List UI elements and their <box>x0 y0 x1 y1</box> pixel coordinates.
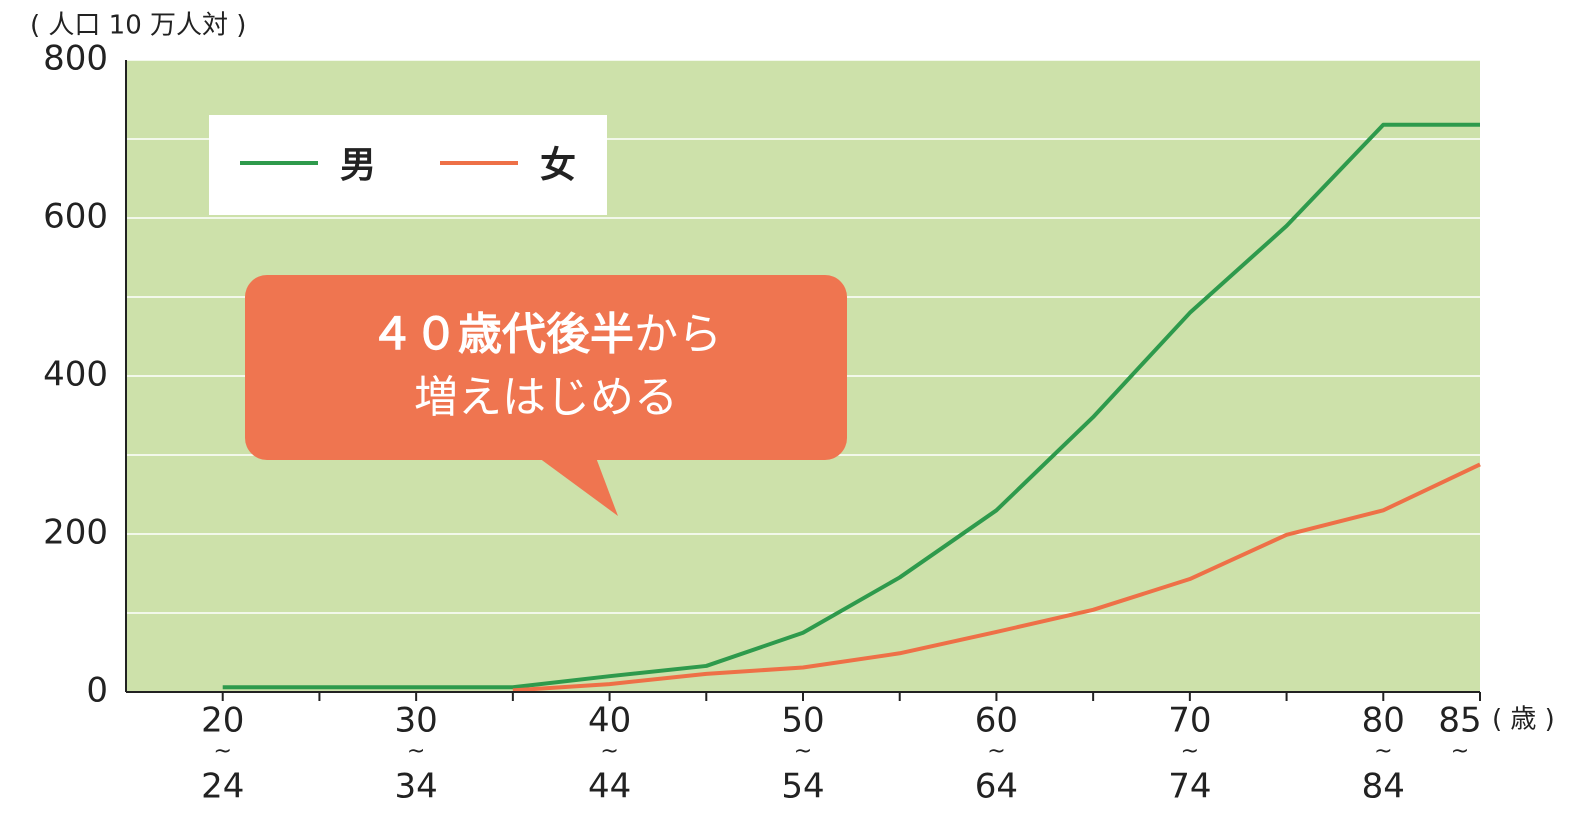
line-series <box>222 122 1480 690</box>
line-series <box>512 462 1481 693</box>
y-unit-label: ( 人口 10 万人対 ) <box>30 11 246 41</box>
x-tick-label: 30 <box>395 701 438 741</box>
annotation: ４０歳代後半から <box>370 309 722 360</box>
x-tick-label: 74 <box>1168 767 1211 807</box>
x-tick-label: ~ <box>1451 739 1469 764</box>
x-tick-label: 84 <box>1362 767 1405 807</box>
x-tick-label: 64 <box>975 767 1018 807</box>
x-unit-label: ( 歳 ) <box>1492 705 1555 735</box>
x-tick-label: ~ <box>600 739 618 764</box>
x-tick-label: ~ <box>794 739 812 764</box>
x-tick-label: ~ <box>987 739 1005 764</box>
x-tick-label: ~ <box>1374 739 1392 764</box>
annotation-rest: から <box>634 309 722 360</box>
x-tick-label: 70 <box>1168 701 1211 741</box>
legend-label: 男 <box>340 145 376 186</box>
legend-label: 女 <box>540 145 576 186</box>
x-tick-label: ~ <box>213 739 231 764</box>
x-tick-label: ~ <box>407 739 425 764</box>
x-tick-label: 44 <box>588 767 631 807</box>
x-tick-label: 85 <box>1438 701 1481 741</box>
x-tick-label: 80 <box>1362 701 1405 741</box>
y-tick-label: 200 <box>43 513 108 553</box>
callout-tail <box>535 455 618 516</box>
annotation-bold: ４０歳代後半 <box>370 309 634 360</box>
x-tick-label: 54 <box>781 767 824 807</box>
y-tick-label: 0 <box>86 671 108 711</box>
x-tick-label: 24 <box>201 767 244 807</box>
x-tick-label: 34 <box>395 767 438 807</box>
callout <box>245 275 847 460</box>
y-tick-label: 400 <box>43 355 108 395</box>
x-tick-label: ~ <box>1181 739 1199 764</box>
y-tick-label: 600 <box>43 197 108 237</box>
annotation: 増えはじめる <box>414 372 678 423</box>
x-tick-label: 50 <box>781 701 824 741</box>
x-tick-label: 40 <box>588 701 631 741</box>
x-tick-label: 20 <box>201 701 244 741</box>
x-tick-label: 60 <box>975 701 1018 741</box>
y-tick-label: 800 <box>43 39 108 79</box>
